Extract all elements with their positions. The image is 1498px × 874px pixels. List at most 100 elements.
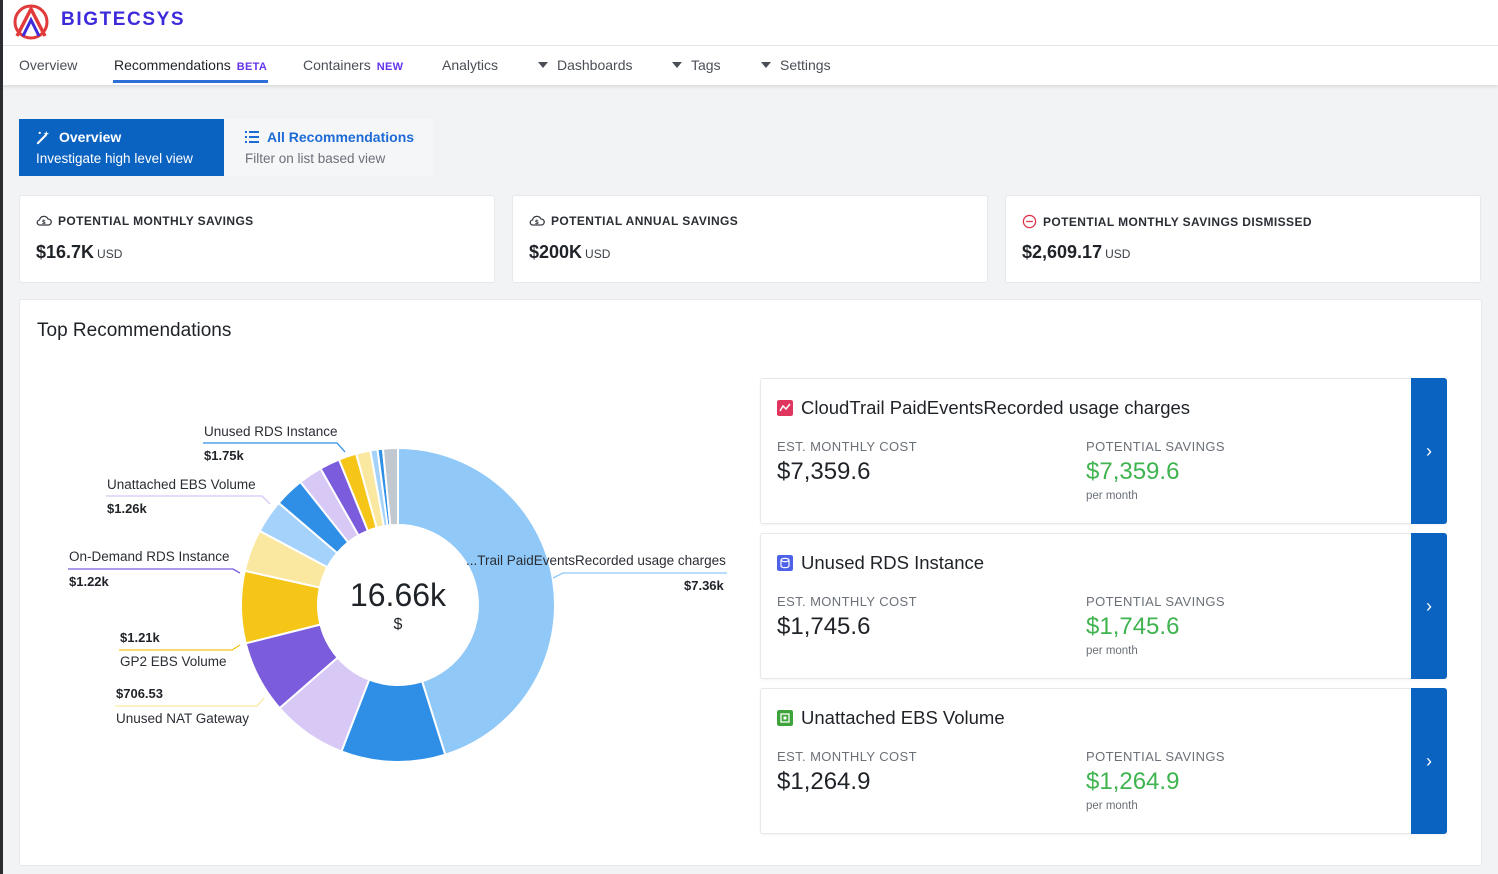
recommendation-title: Unattached EBS Volume [801, 707, 1005, 728]
slice-label-gp2-ebs: GP2 EBS Volume [120, 654, 227, 669]
stat-label: POTENTIAL MONTHLY SAVINGS DISMISSED [1043, 214, 1312, 229]
slice-label-nat-gateway: Unused NAT Gateway [116, 711, 250, 726]
ebs-icon [777, 710, 793, 726]
svg-text:$: $ [535, 219, 540, 226]
leader-line [106, 495, 271, 505]
stat-value: $16.7K USD [36, 242, 123, 262]
beta-badge: BETA [236, 61, 268, 73]
chevron-right-icon: › [1426, 440, 1432, 461]
brand-logo-icon[interactable] [12, 4, 52, 40]
nav-tab-containers[interactable]: Containers NEW [303, 57, 403, 73]
dismissed-savings-card: POTENTIAL MONTHLY SAVINGS DISMISSED $2,6… [1005, 195, 1481, 283]
savings-value: $1,264.9 [1086, 768, 1180, 795]
nav-tab-label: Settings [780, 57, 831, 73]
new-badge: NEW [376, 61, 404, 73]
nav-tab-label: Recommendations [114, 57, 231, 73]
chevron-right-icon: › [1426, 595, 1432, 616]
brand-name[interactable]: BIGTECSYS [61, 9, 186, 30]
cloud-savings-icon: $ [36, 215, 52, 226]
donut-center-unit: $ [393, 616, 403, 633]
slice-value-unattached-ebs: $1.26k [107, 501, 147, 516]
slice-label-unattached-ebs: Unattached EBS Volume [107, 477, 256, 492]
list-icon [245, 131, 259, 143]
cost-label: EST. MONTHLY COST [777, 439, 917, 454]
nav-tab-label: Dashboards [557, 57, 633, 73]
leader-line [203, 442, 346, 453]
nav-tab-analytics[interactable]: Analytics [442, 57, 498, 73]
open-recommendation-button[interactable]: › [1411, 378, 1447, 524]
slice-label-unused-rds: Unused RDS Instance [204, 424, 338, 439]
leader-line [115, 697, 265, 707]
stat-value: $200K USD [529, 242, 611, 262]
monthly-cost-value: $7,359.6 [777, 458, 871, 485]
caret-down-icon [761, 62, 771, 68]
overview-view-title: Overview [59, 129, 122, 145]
cost-label: EST. MONTHLY COST [777, 594, 917, 609]
donut-slice-14[interactable] [381, 446, 399, 527]
window-edge [0, 0, 3, 874]
cloud-savings-icon: $ [529, 215, 545, 226]
savings-value: $7,359.6 [1086, 458, 1180, 485]
donut-slice-0[interactable] [397, 446, 556, 756]
recommendation-card-cloudtrail[interactable]: CloudTrail PaidEventsRecorded usage char… [760, 378, 1447, 524]
slice-label-ondemand-rds: On-Demand RDS Instance [69, 549, 230, 564]
open-recommendation-button[interactable]: › [1411, 688, 1447, 834]
svg-text:$: $ [42, 219, 47, 226]
recommendation-card-unattached-ebs[interactable]: Unattached EBS Volume EST. MONTHLY COST … [760, 688, 1447, 834]
nav-menu-settings[interactable]: Settings [761, 57, 831, 73]
slice-value-cloudtrail: $7.36k [684, 578, 724, 593]
nav-tab-recommendations[interactable]: Recommendations BETA [114, 57, 267, 73]
nav-tab-overview[interactable]: Overview [19, 57, 77, 73]
main-nav: Overview Recommendations BETA Containers N… [3, 46, 1498, 85]
overview-view-button[interactable]: Overview Investigate high level view [19, 119, 224, 176]
brand-bar: BIGTECSYS [3, 0, 1498, 46]
per-month-text: per month [1086, 490, 1138, 502]
stat-value: $2,609.17 USD [1022, 242, 1131, 262]
caret-down-icon [538, 62, 548, 68]
savings-label: POTENTIAL SAVINGS [1086, 749, 1225, 764]
per-month-text: per month [1086, 645, 1138, 657]
nav-menu-tags[interactable]: Tags [672, 57, 721, 73]
recommendation-title: CloudTrail PaidEventsRecorded usage char… [801, 397, 1191, 418]
panel-title: Top Recommendations [37, 320, 232, 341]
nav-tab-label: Tags [691, 57, 721, 73]
savings-label: POTENTIAL SAVINGS [1086, 594, 1225, 609]
rds-icon [777, 555, 793, 571]
recommendation-card-unused-rds[interactable]: Unused RDS Instance EST. MONTHLY COST PO… [760, 533, 1447, 679]
all-recommendations-title: All Recommendations [267, 129, 415, 145]
monthly-cost-value: $1,745.6 [777, 613, 871, 640]
savings-label: POTENTIAL SAVINGS [1086, 439, 1225, 454]
recommendation-title: Unused RDS Instance [801, 552, 985, 573]
nav-menu-dashboards[interactable]: Dashboards [538, 57, 633, 73]
monthly-cost-value: $1,264.9 [777, 768, 871, 795]
monthly-savings-card: $ POTENTIAL MONTHLY SAVINGS $16.7K USD [19, 195, 495, 283]
slice-value-gp2-ebs: $1.21k [120, 630, 160, 645]
open-recommendation-button[interactable]: › [1411, 533, 1447, 679]
active-tab-indicator [113, 80, 268, 83]
overview-view-subtitle: Investigate high level view [36, 151, 193, 166]
leader-line [119, 644, 241, 651]
cost-label: EST. MONTHLY COST [777, 749, 917, 764]
caret-down-icon [672, 62, 682, 68]
all-recommendations-subtitle: Filter on list based view [245, 151, 386, 166]
chevron-right-icon: › [1426, 750, 1432, 771]
magic-wand-icon [36, 130, 50, 144]
nav-tab-label: Analytics [442, 57, 499, 73]
donut-center-total: 16.66k [349, 577, 447, 613]
savings-donut-chart [68, 442, 727, 763]
slice-value-nat-gateway: $706.53 [116, 686, 163, 701]
dismissed-icon [1022, 214, 1037, 229]
nav-tab-label: Containers [303, 57, 371, 73]
stat-label: POTENTIAL ANNUAL SAVINGS [551, 214, 739, 228]
nav-tab-label: Overview [19, 57, 78, 73]
annual-savings-card: $ POTENTIAL ANNUAL SAVINGS $200K USD [512, 195, 988, 283]
savings-value: $1,745.6 [1086, 613, 1180, 640]
all-recommendations-button[interactable]: All Recommendations Filter on list based… [224, 119, 433, 176]
slice-label-cloudtrail: ...Trail PaidEventsRecorded usage charge… [466, 553, 726, 568]
cloudtrail-icon [777, 400, 793, 416]
leader-line [552, 572, 727, 579]
leader-line [68, 568, 241, 574]
slice-value-ondemand-rds: $1.22k [69, 574, 109, 589]
slice-value-unused-rds: $1.75k [204, 448, 244, 463]
stat-label: POTENTIAL MONTHLY SAVINGS [58, 214, 254, 228]
